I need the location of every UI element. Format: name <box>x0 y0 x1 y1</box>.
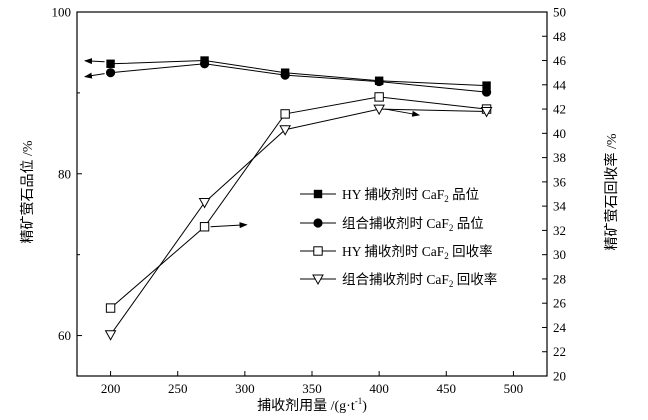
x-tick-label: 450 <box>437 381 457 396</box>
legend-marker-2 <box>313 218 323 228</box>
right-tick-label: 42 <box>553 102 566 117</box>
series-4-point <box>480 106 493 118</box>
series-4-point <box>279 125 291 136</box>
right-tick-label: 20 <box>553 369 566 384</box>
x-tick-label: 250 <box>168 381 188 396</box>
series-3-point <box>199 222 210 232</box>
right-tick-label: 26 <box>553 296 567 311</box>
series-3-point <box>280 109 290 119</box>
right-tick-label: 44 <box>553 77 567 92</box>
right-tick-label: 40 <box>553 126 566 141</box>
right-tick-label: 30 <box>553 247 566 262</box>
right-tick-label: 28 <box>553 271 566 286</box>
recovery-hy-arrow <box>210 222 248 229</box>
series-2-point <box>374 76 384 87</box>
grade-combined-arrow <box>84 72 105 79</box>
x-tick-label: 400 <box>369 381 389 396</box>
series-1-point <box>482 81 491 90</box>
legend-label-1: HY 捕收剂时 CaF2 品位 <box>342 187 479 204</box>
series-4-point <box>104 330 117 341</box>
series-line-1 <box>110 59 487 87</box>
series-3-point <box>105 303 116 313</box>
x-tick-label: 300 <box>235 381 255 396</box>
recovery-combined-arrow <box>385 108 421 117</box>
right-tick-label: 34 <box>553 199 567 214</box>
legend-marker-1 <box>313 189 323 199</box>
x-axis-label: 捕收剂用量 /(g·t-1) <box>257 396 367 414</box>
legend-marker-3 <box>313 246 323 256</box>
right-tick-label: 46 <box>553 53 567 68</box>
legend-label-4: 组合捕收剂时 CaF2 回收率 <box>342 271 497 289</box>
legend-label-3: HY 捕收剂时 CaF2 回收率 <box>342 243 493 261</box>
left-tick-label: 60 <box>58 328 71 343</box>
series-4-point <box>373 104 385 116</box>
x-tick-label: 200 <box>101 381 121 396</box>
series-2-point <box>199 59 210 69</box>
right-tick-label: 24 <box>553 320 567 335</box>
series-2-point <box>481 87 492 97</box>
left-tick-label: 80 <box>58 166 71 181</box>
x-tick-label: 350 <box>302 381 322 396</box>
left-tick-label: 100 <box>52 5 72 20</box>
series-line-2 <box>110 63 487 93</box>
right-tick-label: 22 <box>553 344 566 359</box>
right-y-axis-label: 精矿萤石回收率 /% <box>603 133 620 250</box>
right-tick-label: 38 <box>553 150 566 165</box>
right-tick-label: 32 <box>553 223 566 238</box>
right-tick-label: 36 <box>553 174 567 189</box>
series-3-point <box>374 92 384 102</box>
left-y-axis-label: 精矿萤石品位 /% <box>20 140 36 243</box>
right-tick-label: 48 <box>553 29 566 44</box>
series-2-point <box>280 70 290 80</box>
legend-marker-4 <box>312 274 324 286</box>
grade-hy-arrow <box>84 58 105 65</box>
series-2-point <box>105 68 116 78</box>
x-tick-label: 500 <box>504 381 524 396</box>
legend-label-2: 组合捕收剂时 CaF2 品位 <box>342 216 484 233</box>
right-tick-label: 50 <box>553 5 566 20</box>
series-4-point <box>198 197 211 209</box>
series-1-point <box>106 59 115 68</box>
